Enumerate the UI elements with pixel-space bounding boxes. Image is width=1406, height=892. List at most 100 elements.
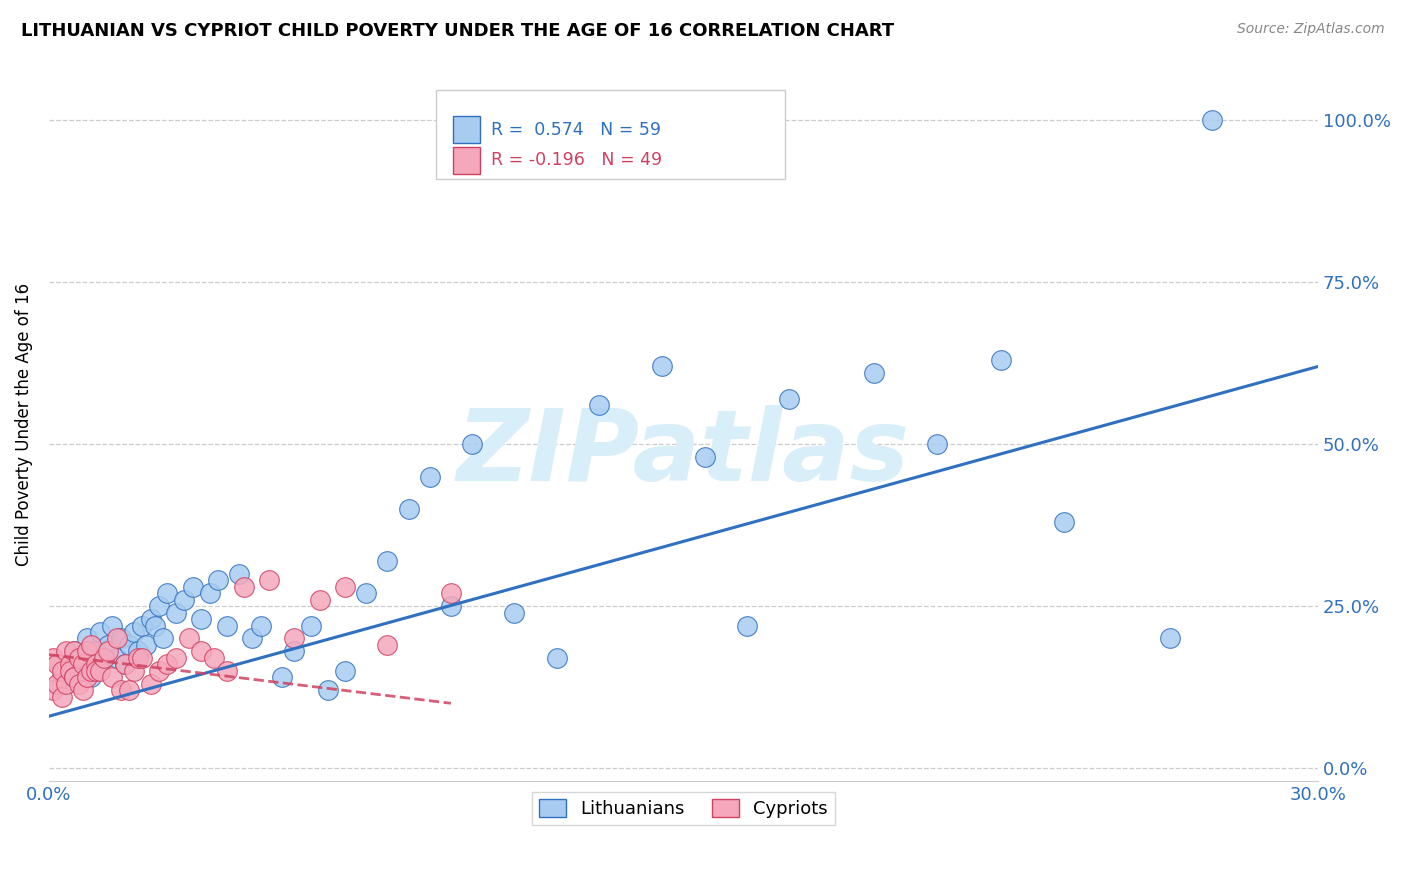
Point [93,651,115,665]
Point [131,618,153,632]
Point [377,638,399,652]
FancyBboxPatch shape [453,116,481,144]
Point [215,664,238,678]
Point [181,580,204,594]
Point [80,638,103,652]
Point [72,683,94,698]
Point [105,632,128,646]
Point [80,670,103,684]
Point [202,651,225,665]
Point [207,573,229,587]
Point [46,677,69,691]
Point [55,677,77,691]
Point [419,469,441,483]
Point [139,677,162,691]
Point [440,586,463,600]
Point [398,502,420,516]
Point [105,651,128,665]
Point [114,657,136,672]
Point [139,612,162,626]
Legend: Lithuanians, Cypriots: Lithuanians, Cypriots [531,791,835,825]
Point [316,683,339,698]
Point [97,644,120,658]
Point [80,664,103,678]
Point [67,651,90,665]
Point [651,359,673,374]
Point [990,353,1012,368]
Point [356,586,378,600]
Point [333,664,356,678]
Point [42,651,65,665]
Point [198,586,221,600]
Point [308,592,330,607]
Y-axis label: Child Poverty Under the Age of 16: Child Poverty Under the Age of 16 [15,283,32,566]
Point [1053,515,1076,529]
Point [257,573,280,587]
Point [72,657,94,672]
Point [735,618,758,632]
Point [165,651,187,665]
Point [76,670,98,684]
Point [63,644,86,658]
Point [63,644,86,658]
Point [51,690,73,704]
Point [177,632,200,646]
Point [127,651,149,665]
Point [89,664,111,678]
Point [118,683,141,698]
Point [84,657,107,672]
Text: ZIPatlas: ZIPatlas [457,405,910,502]
Point [84,644,107,658]
Point [101,618,124,632]
Point [232,580,254,594]
Point [249,618,271,632]
Point [215,618,238,632]
Point [546,651,568,665]
Point [46,657,69,672]
Text: R =  0.574   N = 59: R = 0.574 N = 59 [491,120,661,139]
Point [63,670,86,684]
Point [51,664,73,678]
Point [67,677,90,691]
Point [863,366,886,380]
Point [156,657,179,672]
Point [283,644,305,658]
Point [228,566,250,581]
Point [131,651,153,665]
Point [55,644,77,658]
Point [440,599,463,614]
Point [122,625,145,640]
Point [165,606,187,620]
Text: LITHUANIAN VS CYPRIOT CHILD POVERTY UNDER THE AGE OF 16 CORRELATION CHART: LITHUANIAN VS CYPRIOT CHILD POVERTY UNDE… [21,22,894,40]
Point [152,632,174,646]
Point [76,644,98,658]
Point [778,392,800,406]
Point [42,683,65,698]
Point [377,554,399,568]
Point [72,651,94,665]
Point [110,632,132,646]
Point [693,450,716,464]
Point [122,664,145,678]
Point [114,657,136,672]
Point [148,599,170,614]
Point [59,664,82,678]
Point [1159,632,1181,646]
Point [240,632,263,646]
FancyBboxPatch shape [436,90,785,179]
Point [76,632,98,646]
Point [110,683,132,698]
Point [270,670,292,684]
Point [143,618,166,632]
Point [503,606,526,620]
FancyBboxPatch shape [453,147,481,174]
Point [118,638,141,652]
Point [190,644,212,658]
Point [51,670,73,684]
Point [59,657,82,672]
Point [84,664,107,678]
Point [299,618,322,632]
Point [93,651,115,665]
Point [333,580,356,594]
Point [97,638,120,652]
